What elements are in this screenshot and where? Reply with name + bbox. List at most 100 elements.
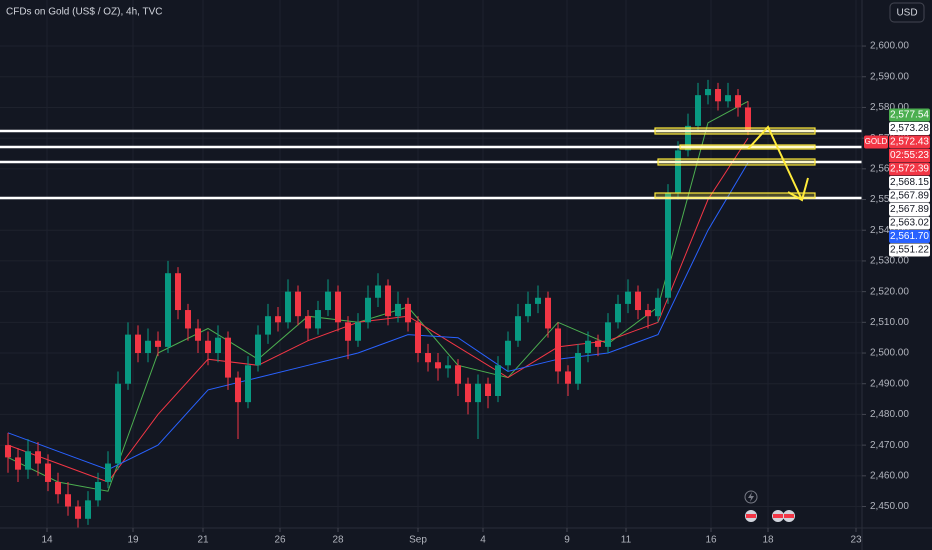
candle-body	[215, 337, 221, 354]
flag-icon	[773, 514, 783, 518]
countdown-box	[889, 148, 930, 162]
candle-body	[325, 291, 331, 311]
candle-body	[375, 285, 381, 298]
candle-body	[395, 303, 401, 317]
candle-body	[645, 310, 651, 317]
price-label: 2,568.15	[890, 177, 929, 188]
x-tick-label: 21	[197, 535, 209, 546]
price-label-box	[889, 108, 930, 122]
y-tick-label: 2,520.00	[870, 286, 909, 297]
price-label: 2,561.70	[890, 231, 929, 242]
candle-body	[555, 328, 561, 372]
candle-body	[225, 337, 231, 378]
price-label-box	[889, 121, 930, 135]
price-label-box	[889, 175, 930, 189]
candle-body	[575, 353, 581, 384]
candle-body	[335, 291, 341, 323]
candle-body	[595, 340, 601, 347]
candle-body	[565, 371, 571, 384]
x-tick-label: 11	[621, 535, 632, 546]
candle-body	[525, 303, 531, 317]
candle-body	[45, 463, 51, 482]
x-tick-label: 16	[705, 535, 717, 546]
candle-body	[745, 107, 751, 131]
currency-button[interactable]	[889, 2, 925, 23]
candle-body	[345, 322, 351, 341]
candle-body	[445, 365, 451, 369]
candle-body	[145, 340, 151, 354]
zone	[679, 144, 816, 150]
price-label: 2,573.28	[890, 123, 929, 134]
candle-body	[485, 383, 491, 396]
candle-body	[685, 125, 691, 151]
candle-body	[585, 340, 591, 354]
countdown: 02:55:23	[890, 150, 929, 161]
x-tick-label: 14	[41, 535, 53, 546]
candle-body	[105, 463, 111, 482]
price-label-box	[889, 202, 930, 216]
moving-average	[7, 100, 749, 492]
candle-body	[25, 451, 31, 470]
symbol-tag	[864, 135, 888, 149]
candle-body	[265, 316, 271, 335]
candle-body	[705, 89, 711, 96]
candle-body	[75, 506, 81, 519]
candle-body	[415, 322, 421, 354]
candle-body	[285, 291, 291, 323]
candle-body	[545, 297, 551, 329]
y-tick-label: 2,470.00	[870, 440, 909, 451]
price-label: 2,551.22	[890, 245, 929, 256]
chart-title: CFDs on Gold (US$ / OZ), 4h, TVC	[6, 7, 163, 18]
candle-body	[205, 340, 211, 354]
candle-body	[155, 340, 161, 347]
price-label-box	[889, 162, 930, 176]
price-label: 2,577.54	[890, 110, 929, 121]
y-tick-label: 2,540.00	[870, 225, 909, 236]
x-tick-label: Sep	[409, 535, 427, 546]
candle-body	[305, 316, 311, 329]
x-tick-label: 9	[564, 535, 570, 546]
candle-body	[725, 95, 731, 102]
x-tick-label: 4	[480, 535, 486, 546]
candle-body	[675, 150, 681, 194]
price-label-box	[889, 243, 930, 257]
candle-body	[5, 445, 11, 458]
candle-body	[165, 273, 171, 347]
candle-body	[135, 334, 141, 354]
candle-body	[235, 377, 241, 403]
candle-body	[125, 334, 131, 384]
x-tick-label: 26	[274, 535, 286, 546]
price-label-box	[889, 229, 930, 243]
candle-body	[65, 494, 71, 507]
flag-icon	[784, 514, 794, 518]
candle-body	[475, 383, 481, 403]
y-tick-label: 2,450.00	[870, 501, 909, 512]
event-icon	[744, 490, 758, 504]
candle-body	[505, 340, 511, 366]
candle-body	[665, 193, 671, 298]
candle-body	[425, 353, 431, 363]
candle-body	[405, 303, 411, 323]
candle-body	[735, 95, 741, 108]
candle-body	[635, 291, 641, 311]
candle-body	[195, 328, 201, 341]
candle-body	[365, 297, 371, 323]
price-label-box	[889, 216, 930, 230]
candle-body	[515, 316, 521, 341]
candle-body	[35, 451, 41, 464]
symbol-label: GOLD	[865, 137, 888, 146]
candle-body	[15, 457, 21, 470]
currency[interactable]: USD	[896, 8, 917, 19]
price-label-box	[889, 189, 930, 203]
candle-body	[615, 303, 621, 323]
candle-body	[185, 310, 191, 329]
candle-body	[455, 365, 461, 384]
candle-body	[535, 297, 541, 304]
x-tick-label: 19	[127, 535, 139, 546]
y-tick-label: 2,460.00	[870, 470, 909, 481]
price-label: 2,567.89	[890, 191, 929, 202]
candle-body	[355, 322, 361, 341]
